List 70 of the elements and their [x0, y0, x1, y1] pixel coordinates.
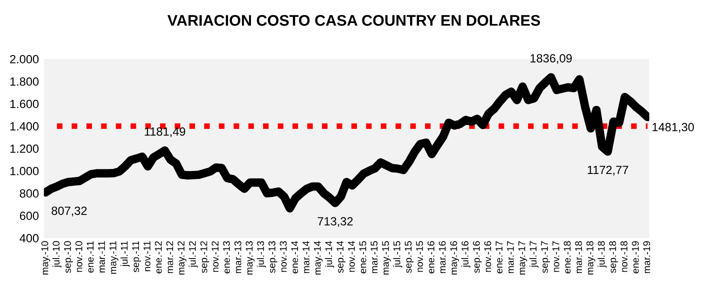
x-tick-label: ene.-18 — [564, 241, 571, 274]
x-tick-label: jul.-16 — [461, 241, 470, 268]
x-tick-label: may.-15 — [382, 241, 391, 275]
data-label: 1172,77 — [588, 166, 628, 176]
x-tick-label: mar.-12 — [166, 241, 174, 274]
x-tick-label: ene.-17 — [496, 241, 502, 274]
x-tick-label: jul.-15 — [393, 241, 402, 268]
x-tick-label: ene.-14 — [291, 241, 298, 274]
y-tick-label: 600 — [20, 212, 39, 220]
x-tick-label: mar.-13 — [234, 241, 242, 274]
x-tick-label: sep.-12 — [200, 241, 210, 273]
x-tick-label: may.-10 — [41, 241, 50, 275]
x-tick-label: nov.-17 — [552, 241, 560, 272]
x-tick-label: may.-11 — [110, 241, 118, 274]
y-tick-label: 1.200 — [10, 144, 39, 153]
x-tick-label: may.-13 — [246, 241, 255, 275]
data-label: 807,32 — [52, 206, 87, 216]
y-tick-label: 1.800 — [10, 77, 39, 86]
y-tick-label: 1.600 — [10, 100, 39, 108]
x-tick-label: may.-16 — [450, 241, 459, 275]
x-tick-label: nov.-16 — [484, 241, 492, 272]
x-tick-label: may.-17 — [518, 241, 528, 275]
y-tick-label: 800 — [20, 189, 39, 198]
x-tick-label: jul.-10 — [52, 241, 62, 268]
x-tick-label: sep.-16 — [472, 241, 482, 273]
x-tick-label: jul.-11 — [120, 241, 130, 267]
x-tick-label: ene.-16 — [427, 241, 434, 274]
x-tick-label: may.-14 — [314, 241, 323, 275]
x-tick-label: nov.-11 — [144, 241, 150, 272]
y-tick-label: 1.000 — [10, 166, 39, 176]
x-tick-label: mar.-19 — [643, 241, 650, 274]
data-label: 1836,09 — [530, 54, 572, 64]
x-tick-label: mar.-16 — [438, 241, 446, 274]
x-tick-label: jul.-14 — [325, 241, 334, 268]
x-tick-label: nov.-13 — [280, 241, 287, 272]
x-tick-label: jul.-12 — [188, 241, 198, 268]
x-tick-label: jul.-13 — [256, 241, 266, 268]
x-tick-label: nov.-10 — [75, 241, 82, 272]
y-tick-label: 400 — [20, 234, 39, 242]
x-tick-label: mar.-15 — [370, 241, 378, 274]
x-tick-label: ene.-13 — [223, 241, 230, 274]
x-tick-label: ene.-12 — [154, 241, 162, 274]
y-tick-label: 2.000 — [10, 55, 39, 64]
x-tick-label: may.-12 — [178, 241, 186, 275]
x-tick-label: nov.-12 — [212, 241, 219, 272]
x-tick-label: nov.-18 — [620, 241, 628, 272]
x-tick-label: ene.-11 — [86, 241, 94, 273]
x-tick-label: jul.-17 — [529, 241, 538, 268]
x-tick-label: nov.-14 — [348, 241, 355, 272]
x-tick-label: ene.-19 — [632, 241, 639, 274]
x-tick-label: sep.-17 — [541, 241, 550, 273]
x-tick-label: may.-18 — [586, 241, 596, 275]
x-tick-label: ene.-15 — [359, 241, 366, 274]
data-label: 713,32 — [318, 217, 353, 227]
chart-title: VARIACION COSTO CASA COUNTRY EN DOLARES — [167, 15, 540, 26]
x-tick-label: jul.-18 — [598, 241, 607, 268]
x-tick-label: sep.-14 — [336, 241, 346, 273]
x-tick-label: sep.-10 — [64, 241, 73, 273]
x-tick-label: mar.-18 — [575, 241, 582, 274]
x-tick-label: mar.-11 — [98, 241, 105, 272]
x-tick-label: sep.-15 — [404, 241, 414, 273]
x-tick-label: sep.-11 — [132, 241, 141, 272]
x-tick-label: mar.-14 — [302, 241, 310, 274]
x-tick-label: nov.-15 — [416, 241, 423, 272]
y-tick-label: 1.400 — [10, 122, 39, 130]
x-tick-label: mar.-17 — [507, 241, 514, 274]
x-tick-label: sep.-13 — [268, 241, 278, 273]
data-label: 1481,30 — [652, 122, 694, 133]
x-tick-label: sep.-18 — [609, 241, 618, 273]
data-label: 1181,49 — [144, 127, 186, 138]
